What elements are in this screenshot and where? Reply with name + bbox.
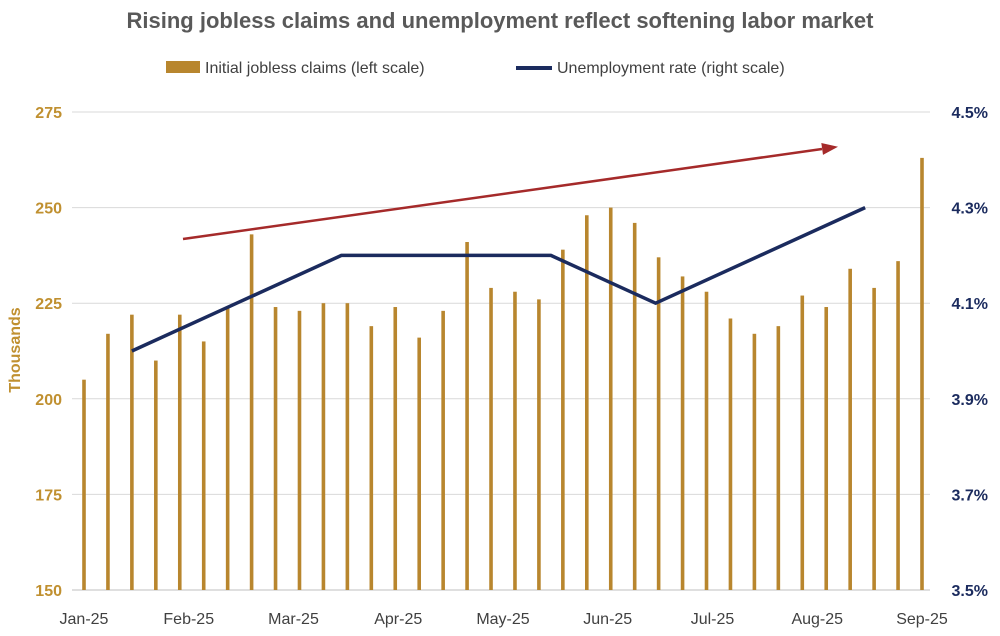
- claims-bar: [321, 303, 326, 590]
- x-tick-label: Apr-25: [374, 611, 422, 628]
- left-tick-label: 275: [35, 105, 62, 122]
- x-tick-label: Jun-25: [583, 611, 632, 628]
- claims-bar: [417, 337, 421, 590]
- claims-bar: [824, 307, 829, 590]
- left-tick-label: 200: [35, 392, 62, 409]
- claims-bar: [585, 215, 589, 591]
- claims-bar: [561, 249, 565, 590]
- x-tick-label: Jan-25: [60, 611, 109, 628]
- right-tick-label: 4.1%: [952, 296, 988, 313]
- claims-bar: [82, 379, 86, 590]
- x-axis-ticks: Jan-25 Feb-25 Mar-25 Apr-25 May-25 Jun-25 Jul-…: [60, 611, 948, 628]
- left-tick-label: 250: [35, 201, 62, 218]
- claims-bar: [848, 268, 852, 590]
- right-tick-label: 3.5%: [952, 583, 988, 600]
- claims-bar: [225, 307, 230, 590]
- claims-bar: [297, 310, 302, 590]
- claims-bar: [920, 157, 924, 590]
- y-axis-label: Thousands: [7, 307, 24, 392]
- claims-bar: [800, 295, 805, 590]
- claims-bar: [154, 360, 158, 590]
- left-tick-label: 225: [35, 296, 62, 313]
- x-tick-label: Jul-25: [691, 611, 735, 628]
- claims-bar: [513, 291, 517, 590]
- claims-bar: [656, 257, 661, 590]
- x-tick-label: Sep-25: [896, 611, 948, 628]
- claims-bar: [201, 341, 206, 590]
- right-tick-label: 4.3%: [952, 201, 988, 218]
- claims-bar: [130, 314, 134, 590]
- trend-arrow-head: [821, 143, 838, 155]
- claims-bar: [608, 207, 613, 590]
- claims-bar: [704, 291, 709, 590]
- claims-bar: [273, 307, 278, 590]
- unemployment-line-group: [131, 206, 866, 353]
- unemployment-line: [131, 206, 866, 353]
- legend-label-rate: Unemployment rate (right scale): [557, 60, 785, 77]
- claims-bar: [106, 333, 110, 590]
- left-tick-label: 150: [35, 583, 62, 600]
- claims-bar: [489, 287, 493, 590]
- claims-bar: [177, 314, 182, 590]
- left-tick-label: 175: [35, 487, 62, 504]
- x-tick-label: Aug-25: [791, 611, 843, 628]
- chart-title: Rising jobless claims and unemployment r…: [127, 8, 875, 33]
- right-tick-label: 3.7%: [952, 487, 988, 504]
- claims-bar: [249, 234, 254, 591]
- claims-bars: [82, 157, 924, 591]
- right-axis-ticks: 3.5% 3.7% 3.9% 4.1% 4.3% 4.5%: [952, 105, 988, 600]
- claims-bar: [632, 222, 637, 590]
- right-tick-label: 4.5%: [952, 105, 988, 122]
- claims-bar: [680, 276, 685, 590]
- x-tick-label: Feb-25: [163, 611, 214, 628]
- claims-bar: [393, 307, 398, 590]
- claims-bar: [776, 326, 781, 590]
- x-tick-label: Mar-25: [268, 611, 319, 628]
- claims-bar: [896, 261, 900, 590]
- trend-arrow-group: [182, 143, 838, 241]
- claims-bar: [872, 287, 876, 590]
- claims-bar: [369, 326, 374, 590]
- trend-arrow: [182, 147, 823, 241]
- gridlines: [72, 111, 930, 591]
- claims-bar: [345, 303, 350, 590]
- right-tick-label: 3.9%: [952, 392, 988, 409]
- left-axis-ticks: 150 175 200 225 250 275: [35, 105, 62, 600]
- claims-bar: [752, 333, 757, 590]
- legend-label-claims: Initial jobless claims (left scale): [205, 60, 425, 77]
- legend: Initial jobless claims (left scale) Unem…: [166, 60, 785, 77]
- legend-swatch-claims: [166, 61, 200, 73]
- x-tick-label: May-25: [476, 611, 529, 628]
- claims-bar: [441, 310, 445, 590]
- claims-bar: [728, 318, 733, 590]
- claims-bar: [465, 242, 469, 591]
- claims-bar: [537, 299, 541, 590]
